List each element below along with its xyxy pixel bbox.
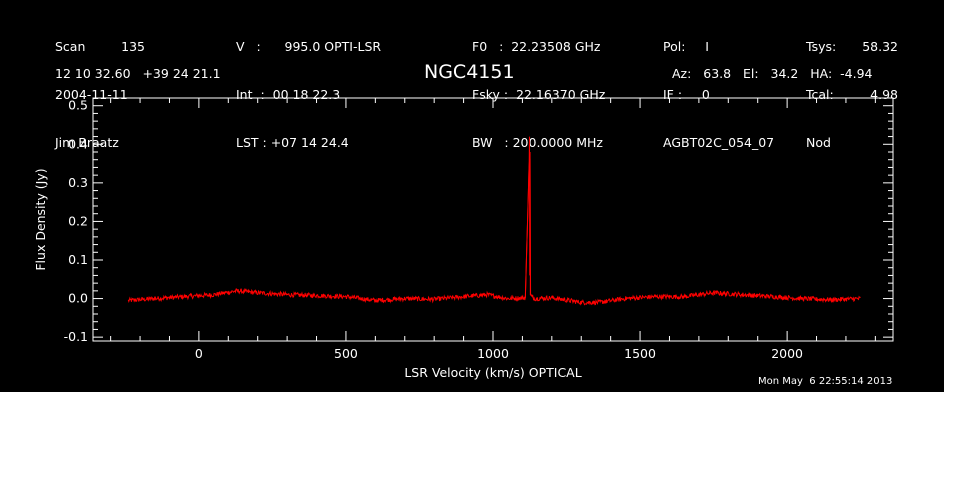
maser-peak-line — [524, 136, 535, 299]
velocity-line: V : 995.0 OPTI-LSR — [236, 39, 382, 54]
f0-line: F0 : 22.23508 GHz — [472, 39, 601, 54]
y-tick-label: -0.1 — [64, 329, 88, 344]
x-tick-label: 1500 — [624, 346, 656, 361]
x-tick-label: 1000 — [477, 346, 509, 361]
plot-frame — [92, 97, 894, 342]
timestamp: Mon May 6 22:55:14 2013 — [758, 376, 893, 387]
tsys-value: 58.32 — [862, 39, 898, 54]
source-name: NGC4151 — [424, 61, 515, 83]
header-tsys-labels: Tsys: Tcal: Nod — [806, 7, 836, 167]
x-tick-label: 2000 — [771, 346, 803, 361]
y-tick-label: 0.0 — [68, 291, 88, 306]
y-tick-label: 0.5 — [68, 98, 88, 113]
mode-label: Nod — [806, 135, 831, 150]
observer-line: Jim Braatz — [55, 135, 119, 150]
header-pol-info: Pol: I IF : 0 AGBT02C_054_07 — [663, 7, 774, 167]
x-tick-label: 0 — [195, 346, 203, 361]
y-tick-label: 0.2 — [68, 213, 88, 228]
y-tick-label: 0.4 — [68, 136, 88, 151]
source-coordinates: 12 10 32.60 +39 24 21.1 — [55, 66, 221, 81]
project-line: AGBT02C_054_07 — [663, 135, 775, 150]
bw-line: BW : 200.0000 MHz — [472, 135, 603, 150]
spectrum-chart: 0 500 1000 1500 2000 -0.1 0.0 0.1 0.2 0.3 0.4 0.5 LS… — [33, 97, 894, 380]
spectrum-line — [127, 158, 861, 306]
pol-line: Pol: I — [663, 39, 709, 54]
y-axis-label: Flux Density (Jy) — [33, 168, 48, 270]
lst-line: LST : +07 14 24.4 — [236, 135, 349, 150]
plot-panel — [0, 0, 944, 392]
scan-line: Scan 135 — [55, 39, 146, 54]
x-axis-label: LSR Velocity (km/s) OPTICAL — [404, 365, 581, 380]
if-line: IF : 0 — [663, 87, 710, 102]
x-tick-label: 500 — [334, 346, 358, 361]
y-tick-label: 0.3 — [68, 175, 88, 190]
tsys-label: Tsys: — [806, 39, 837, 54]
az-el-ha: Az: 63.8 El: 34.2 HA: -4.94 — [672, 66, 873, 81]
y-tick-label: 0.1 — [68, 252, 88, 267]
